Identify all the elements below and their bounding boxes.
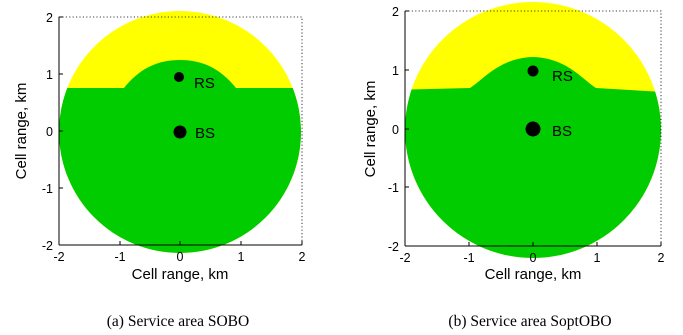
y-tick-label: 2 xyxy=(46,11,53,25)
x-tick-label: -1 xyxy=(114,250,125,264)
rs-marker-a xyxy=(174,72,184,82)
rs-label-b: RS xyxy=(552,68,573,85)
x-tick-label: 2 xyxy=(658,251,665,265)
green-region-b xyxy=(405,57,661,258)
y-ticks-a xyxy=(59,16,63,246)
bs-label-a: BS xyxy=(195,125,215,142)
bs-marker-b xyxy=(525,121,541,137)
x-tick-label: 0 xyxy=(177,250,184,264)
x-tick-label: 2 xyxy=(299,250,306,264)
bs-marker-a xyxy=(173,125,187,139)
x-axis-label-a: Cell range, km xyxy=(132,266,229,283)
caption-a: (a) Service area SOBO xyxy=(107,313,249,330)
panel-a: -2 -1 0 1 2 2 1 0 -1 -2 Cell range, km C… xyxy=(13,11,306,330)
x-tick-label: -2 xyxy=(399,251,410,265)
caption-b: (b) Service area SoptOBO xyxy=(448,313,611,330)
y-tick-label: 0 xyxy=(46,125,53,139)
x-tick-label: 0 xyxy=(530,251,537,265)
x-axis-label-b: Cell range, km xyxy=(485,266,582,283)
rs-label-a: RS xyxy=(194,75,215,92)
y-tick-label: 2 xyxy=(392,5,399,19)
service-area-a xyxy=(59,11,301,253)
y-tick-label: -2 xyxy=(42,239,53,253)
y-tick-label: 1 xyxy=(46,68,53,82)
green-region-a xyxy=(59,60,301,253)
y-axis-label-a: Cell range, km xyxy=(13,83,30,180)
x-ticks-b xyxy=(404,242,662,246)
y-ticks-b xyxy=(405,10,409,247)
x-tick-label: 1 xyxy=(238,250,245,264)
y-tick-label: 1 xyxy=(392,64,399,78)
x-tick-label: -2 xyxy=(53,250,64,264)
y-tick-label: -1 xyxy=(42,182,53,196)
x-ticks-a xyxy=(58,241,303,245)
bs-label-b: BS xyxy=(552,123,572,140)
x-tick-label: -1 xyxy=(463,251,474,265)
y-tick-label: -1 xyxy=(388,181,399,195)
y-axis-label-b: Cell range, km xyxy=(362,81,379,178)
rs-marker-b xyxy=(527,65,539,77)
x-tick-label: 1 xyxy=(594,251,601,265)
panel-b: -2 -1 0 1 2 2 1 0 -1 -2 Cell range, km C… xyxy=(362,2,665,330)
y-tick-label: -2 xyxy=(388,240,399,254)
y-tick-label: 0 xyxy=(392,123,399,137)
